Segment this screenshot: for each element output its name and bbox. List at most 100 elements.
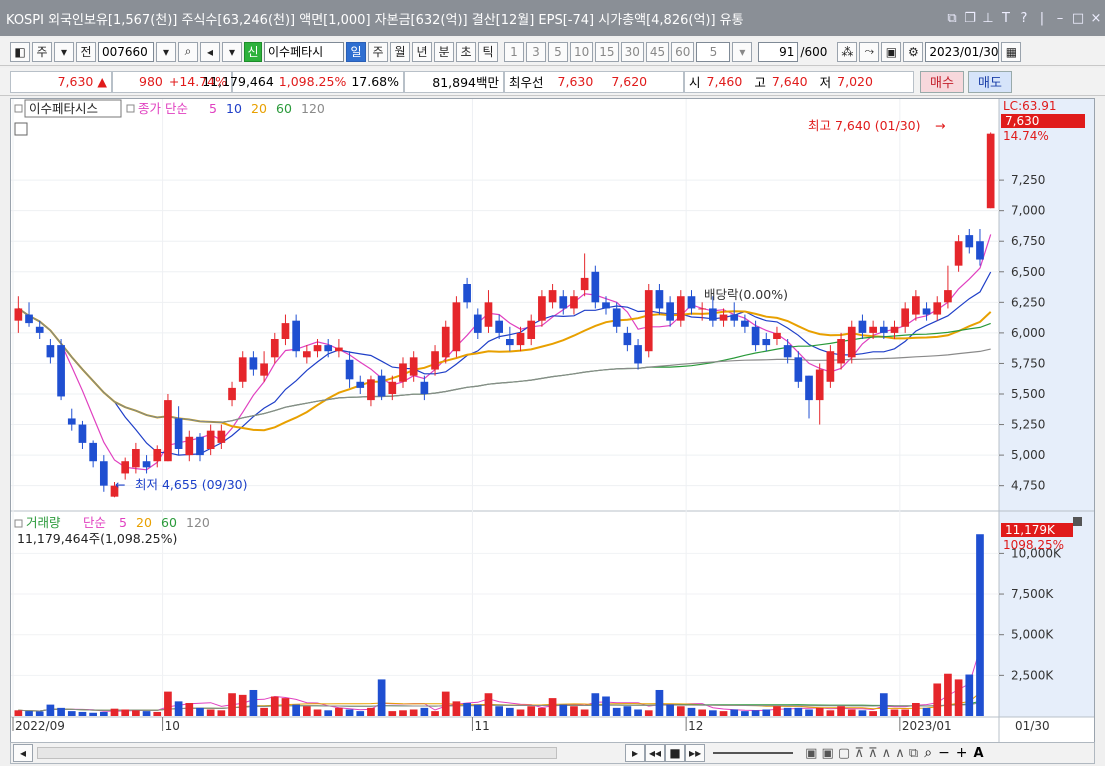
sound-icon[interactable]: ◂	[200, 41, 220, 62]
interval-45-button[interactable]: 45	[645, 41, 670, 62]
volume-bar	[249, 689, 258, 716]
volume-axis-bg	[999, 511, 1094, 717]
candle-body	[751, 326, 760, 346]
volume-bar	[484, 693, 493, 716]
date-input[interactable]: 2023/01/30	[925, 41, 1000, 62]
buy-button[interactable]: 매수	[920, 70, 964, 93]
zoom-in-icon[interactable]: +	[955, 745, 968, 761]
stock-code-label[interactable]: 전	[76, 41, 96, 62]
candle-body	[548, 290, 557, 303]
interval-3-button[interactable]: 3	[526, 41, 546, 62]
high-arrow-icon: →	[935, 118, 945, 133]
volume-bar	[634, 709, 642, 716]
sound-dropdown-icon[interactable]: ▾	[222, 41, 242, 62]
close-icon[interactable]: ×	[1090, 10, 1102, 26]
period-select[interactable]: 주	[32, 41, 52, 62]
period-tick-button[interactable]: 틱	[478, 41, 498, 62]
low-label: 저	[819, 75, 832, 90]
candle-body	[206, 430, 215, 449]
candle-body	[185, 436, 194, 456]
data-table-icon[interactable]	[14, 122, 28, 136]
chart-canvas[interactable]: 7,250 7,000 6,750 6,500 6,250 6,000 5,750 5,500…	[11, 99, 1094, 745]
period-day-button[interactable]: 일	[346, 41, 366, 62]
drawing-tools-icon[interactable]: ▣ ▣ ▢ ⊼ ⊼ ∧ ∧ ⧉	[805, 745, 919, 761]
candle-body	[441, 326, 450, 358]
candle-body	[933, 302, 942, 315]
candle-body	[452, 302, 461, 352]
period-dropdown-icon[interactable]: ▾	[54, 41, 74, 62]
rewind-icon[interactable]: ◂◂	[645, 744, 666, 762]
stock-name-field[interactable]: 이수페타시	[264, 41, 344, 62]
scrollbar-track[interactable]	[37, 747, 557, 759]
search-icon[interactable]: ⌕	[178, 41, 198, 62]
volume-bar	[719, 711, 728, 716]
legend-toggle-icon[interactable]	[14, 104, 23, 113]
layout-icon[interactable]: ◧	[10, 41, 30, 62]
trend-tool-icon[interactable]: ⤳	[859, 41, 880, 62]
best-ask: 7,630	[557, 74, 594, 89]
interval-dropdown-icon[interactable]: ▾	[732, 41, 753, 62]
period-week-button[interactable]: 주	[368, 41, 388, 62]
best-quote-box: 최우선 7,630 7,620	[504, 70, 684, 93]
legend-ma-toggle-icon[interactable]	[126, 104, 135, 113]
volume-tick-label: 10,000K	[1011, 546, 1062, 560]
interval-30-button[interactable]: 30	[620, 41, 644, 62]
chart-area[interactable]: 7,250 7,000 6,750 6,500 6,250 6,000 5,750 5,500…	[10, 98, 1095, 746]
period-year-button[interactable]: 년	[412, 41, 432, 62]
restore-icon[interactable]: ⧉	[947, 10, 957, 26]
minimize-icon[interactable]: –	[1056, 10, 1064, 26]
zoom-search-icon[interactable]: ⌕	[924, 745, 933, 761]
scroll-left-icon[interactable]: ◂	[13, 744, 33, 762]
zoom-out-icon[interactable]: −	[938, 745, 950, 761]
interval-60-button[interactable]: 60	[671, 41, 695, 62]
stop-icon[interactable]: ■	[665, 744, 686, 762]
high-label: 고	[754, 75, 766, 90]
candle-body	[890, 326, 899, 333]
interval-1-button[interactable]: 1	[504, 41, 524, 62]
candle-body	[719, 314, 728, 321]
pin-icon[interactable]: ⊥	[982, 10, 994, 26]
save-icon[interactable]: ▣	[881, 41, 902, 62]
period-second-button[interactable]: 초	[456, 41, 476, 62]
legend-ma120: 120	[301, 101, 325, 116]
candle-body	[110, 485, 119, 497]
interval-input[interactable]: 5	[696, 41, 731, 62]
price-tick-label: 5,750	[1011, 356, 1045, 370]
calendar-icon[interactable]: ▦	[1001, 41, 1022, 62]
interval-5-button[interactable]: 5	[548, 41, 568, 62]
volume-legend-toggle-icon[interactable]	[14, 519, 23, 528]
candle-body	[25, 314, 33, 324]
candle-body	[559, 296, 568, 309]
settings-gear-icon[interactable]: ⚙	[903, 41, 924, 62]
play-icon[interactable]: ▸	[625, 744, 645, 762]
volume-panel-close-icon[interactable]	[1073, 517, 1082, 526]
interval-10-button[interactable]: 10	[570, 41, 594, 62]
volume-bar	[292, 704, 300, 716]
count-input[interactable]: 91	[758, 41, 799, 62]
candle-body	[46, 345, 55, 358]
copy-icon[interactable]: ❐	[964, 10, 976, 26]
indicator-icon[interactable]: ⁂	[837, 41, 858, 62]
stock-code-input[interactable]: 007660	[98, 41, 154, 62]
font-icon[interactable]: T	[1002, 10, 1010, 26]
maximize-icon[interactable]: □	[1071, 10, 1085, 26]
candle-body	[270, 339, 279, 358]
candle-body	[879, 326, 888, 333]
help-icon[interactable]: ?	[1020, 10, 1028, 26]
volume-bar	[313, 709, 322, 716]
candle-body	[217, 430, 226, 443]
fast-forward-icon[interactable]: ▸▸	[685, 744, 706, 762]
volume-bar	[527, 706, 536, 716]
legend-stock-box[interactable]	[24, 99, 122, 118]
code-dropdown-icon[interactable]: ▾	[156, 41, 176, 62]
font-size-icon[interactable]: A	[973, 745, 984, 761]
volume-tick-label: 5,000K	[1011, 628, 1054, 642]
period-month-button[interactable]: 월	[390, 41, 410, 62]
candle-body	[399, 363, 407, 382]
period-minute-button[interactable]: 분	[434, 41, 454, 62]
candle-body	[420, 381, 429, 394]
candle-body	[644, 290, 653, 352]
interval-15-button[interactable]: 15	[595, 41, 619, 62]
sell-button[interactable]: 매도	[968, 70, 1012, 93]
zoom-slider[interactable]	[713, 752, 794, 754]
